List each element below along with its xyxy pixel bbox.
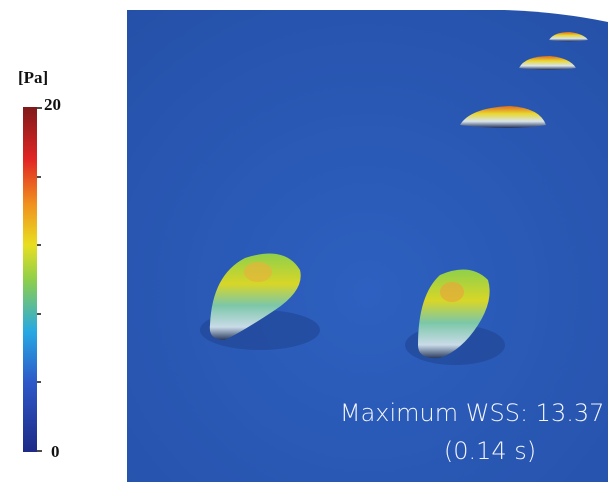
colorbar-ticks	[37, 108, 42, 451]
colorbar-max: 20	[44, 95, 61, 114]
annotation: Maximum WSS: 13.37 Pa	[340, 399, 608, 427]
colorbar	[23, 107, 37, 452]
figure: Maximum WSS: 13.37 Pa (0.14 s) [Pa] 20 0	[0, 0, 608, 482]
colorbar-min: 0	[51, 442, 60, 461]
hotspot	[440, 282, 464, 302]
colorbar-unit: [Pa]	[18, 68, 48, 87]
annotation: (0.14 s)	[444, 437, 536, 465]
hotspot	[244, 262, 272, 282]
